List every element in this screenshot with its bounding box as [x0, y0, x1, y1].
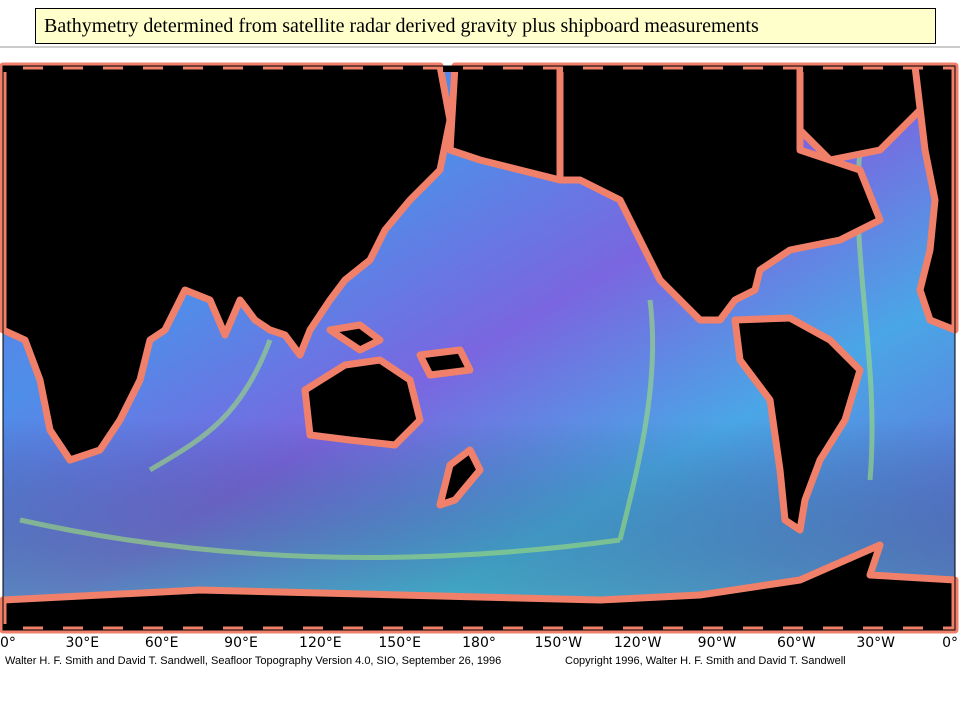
longitude-label: 120°W	[614, 635, 662, 651]
longitude-label: 90°W	[698, 635, 737, 651]
longitude-label: 60°E	[145, 635, 179, 651]
map-frame	[2, 65, 956, 631]
credit-right: Copyright 1996, Walter H. F. Smith and D…	[565, 655, 846, 667]
longitude-label: 150°E	[378, 635, 421, 651]
longitude-label: 60°W	[777, 635, 816, 651]
longitude-label: 0°	[0, 635, 16, 651]
title-box: Bathymetry determined from satellite rad…	[35, 8, 936, 44]
ridges	[19, 149, 875, 560]
landmasses	[0, 62, 959, 634]
longitude-label: 120°E	[299, 635, 342, 651]
longitude-label: 180°	[462, 635, 496, 651]
longitude-label: 30°E	[65, 635, 99, 651]
longitude-label: 30°W	[856, 635, 895, 651]
longitude-label: 0°	[942, 635, 958, 651]
longitude-label: 150°W	[535, 635, 583, 651]
longitude-label: 90°E	[224, 635, 258, 651]
credit-left: Walter H. F. Smith and David T. Sandwell…	[5, 655, 501, 667]
